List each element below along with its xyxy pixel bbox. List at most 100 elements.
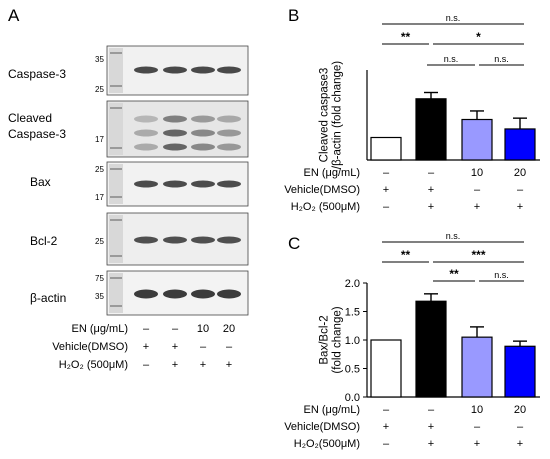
blot-band [163,289,187,299]
blot-band [191,236,215,244]
blot-band [163,143,187,151]
condition-value: 10 [471,167,483,179]
ladder-band [110,147,122,149]
blot-band [191,129,215,137]
blot-band [134,66,158,74]
marker-25-casp: 25 [95,85,104,94]
western-blots [106,45,249,316]
ladder-band [110,85,122,87]
condition-value: + [428,421,434,433]
significance-label: *** [471,248,485,262]
condition-value: + [172,341,178,353]
condition-label-vehicle: Vehicle(DMSO) [52,341,128,353]
blot-band [134,129,158,137]
panel-a-letter: A [8,6,20,25]
y-tick-label: 2.0 [345,278,360,290]
y-axis-label: Cleaved caspase3/β-actin (fold change) [319,61,344,169]
condition-value: – [474,421,481,433]
chart-c: Bax/Bcl-2(fold change)0.00.51.01.52.0***… [319,231,540,404]
condition-label-h2o2: H₂O₂ (500μM) [291,201,360,213]
significance-label: ** [401,248,411,262]
y-tick-label: 1.5 [345,307,360,319]
significance-label: * [476,30,481,44]
marker-17-bax: 17 [95,193,104,202]
condition-value: 10 [197,323,209,335]
blot-band [134,236,158,244]
blot-band [191,115,215,123]
blot-5 [106,270,249,316]
condition-value: + [226,359,232,371]
blot-band [217,66,241,74]
blot-band [163,129,187,137]
condition-value: + [517,201,523,213]
blot-band [217,180,241,188]
blot-label-cleaved-line1: Cleaved [8,111,52,125]
blot-band [191,289,215,299]
condition-value: + [474,201,480,213]
blot-band [163,115,187,123]
y-tick-label: 0.0 [345,392,360,404]
ladder-band [110,107,122,109]
ladder-lane [109,103,123,155]
ladder-band [110,168,122,170]
condition-value: + [474,438,480,450]
condition-value: 20 [514,167,526,179]
condition-label-h2o2: H₂O₂ (500μM) [59,359,128,371]
ladder-lane [109,273,123,313]
ladder-band [110,52,122,54]
blot-label-cleaved-line2: Caspase-3 [8,127,66,141]
condition-value: – [172,323,179,335]
conditions-table-c: EN (μg/mL) – – 10 20 Vehicle(DMSO) + + – – H₂O₂(50… [284,404,526,450]
condition-value: + [428,184,434,196]
condition-value: + [143,341,149,353]
condition-label-en: EN (μg/mL) [72,323,128,335]
blot-1 [106,45,249,96]
blot-band [217,236,241,244]
condition-value: – [383,167,390,179]
condition-value: 20 [223,323,235,335]
blot-band [134,289,158,299]
y-tick-label: 0.5 [345,364,360,376]
condition-value: – [428,404,435,416]
panel-b-letter: B [288,6,299,25]
blot-label-bcl2: Bcl-2 [30,234,58,248]
blot-band [191,180,215,188]
condition-value: + [428,438,434,450]
condition-value: + [172,359,178,371]
significance-label: ** [449,267,459,281]
blot-2 [106,100,249,158]
blot-4 [106,212,249,266]
blot-band [163,180,187,188]
condition-value: – [517,421,524,433]
blot-band [217,129,241,137]
blot-band [217,289,241,299]
marker-25-bax: 25 [95,165,104,174]
blot-3 [106,161,249,207]
ladder-band [110,305,122,307]
condition-value: 10 [471,404,483,416]
chart-b: Cleaved caspase3/β-actin (fold change)**… [319,13,540,169]
conditions-table-b: EN (μg/mL) – – 10 20 Vehicle(DMSO) + + – – H₂O₂ (5… [284,167,526,213]
bar-4 [504,128,536,161]
blot-band [191,143,215,151]
ladder-band [110,277,122,279]
condition-value: + [383,184,389,196]
bar-2 [415,98,447,161]
significance-label: n.s. [444,54,459,64]
significance-label: n.s. [494,270,509,280]
condition-label-vehicle: Vehicle(DMSO) [284,184,360,196]
condition-label-h2o2: H₂O₂(500μM) [294,438,360,450]
condition-value: – [383,201,390,213]
bar-2 [415,300,447,398]
blot-band [134,180,158,188]
condition-value: + [200,359,206,371]
significance-label: n.s. [446,231,461,241]
significance-label: n.s. [446,13,461,23]
panel-c: C Bax/Bcl-2(fold change) 0.0 0.5 1.0 1.5 2.0 *… [284,231,540,450]
panel-a: A Caspase-3 Cleaved Caspase-3 Bax Bcl-2 … [8,6,249,371]
condition-value: – [383,438,390,450]
blot-label-bactin: β-actin [30,291,66,305]
blot-band [163,236,187,244]
panel-c-letter: C [288,234,300,253]
